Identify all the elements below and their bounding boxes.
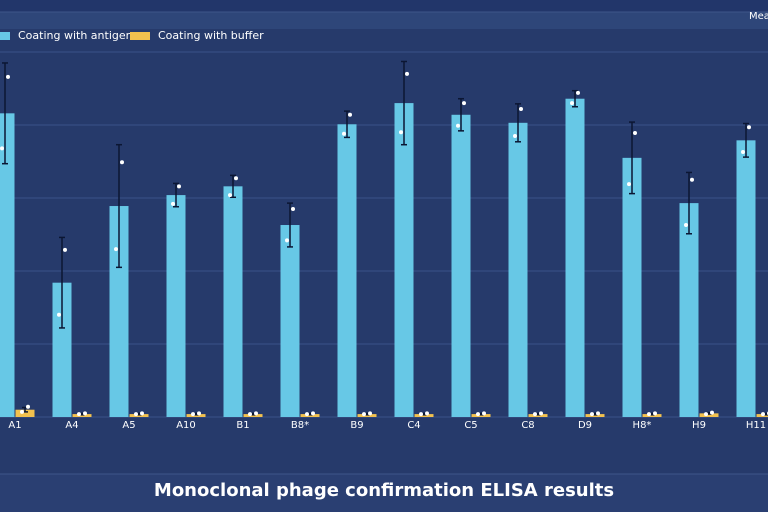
x-tick-label: H8* bbox=[633, 420, 652, 431]
bar bbox=[394, 103, 414, 417]
replicate-dot bbox=[704, 412, 708, 417]
replicate-dot bbox=[77, 412, 81, 417]
replicate-dot bbox=[539, 411, 543, 416]
replicate-dot bbox=[761, 412, 765, 417]
bar bbox=[699, 413, 719, 417]
replicate-dot bbox=[741, 150, 745, 155]
replicate-dot bbox=[419, 412, 423, 417]
x-tick-label: H11 bbox=[746, 420, 766, 431]
legend-swatch bbox=[130, 32, 150, 40]
replicate-dot bbox=[254, 411, 258, 416]
x-tick-label: C4 bbox=[407, 420, 420, 431]
replicate-dot bbox=[405, 71, 409, 76]
replicate-dot bbox=[57, 312, 61, 317]
x-tick-label: A1 bbox=[8, 420, 21, 431]
replicate-dot bbox=[513, 133, 517, 138]
replicate-dot bbox=[197, 411, 201, 416]
replicate-dot bbox=[399, 130, 403, 135]
toolbar-band bbox=[0, 12, 768, 29]
x-tick-label: C5 bbox=[464, 420, 477, 431]
replicate-dot bbox=[348, 112, 352, 117]
bar bbox=[52, 282, 72, 417]
replicate-dot bbox=[519, 106, 523, 111]
replicate-dot bbox=[456, 123, 460, 128]
bar bbox=[679, 203, 699, 417]
replicate-dot bbox=[747, 125, 751, 130]
bar bbox=[166, 195, 186, 417]
replicate-dot bbox=[0, 146, 4, 151]
replicate-dot bbox=[362, 412, 366, 417]
x-tick-label: H9 bbox=[692, 420, 706, 431]
replicate-dot bbox=[228, 193, 232, 198]
replicate-dot bbox=[653, 411, 657, 416]
replicate-dot bbox=[627, 182, 631, 187]
replicate-dot bbox=[26, 404, 30, 409]
replicate-dot bbox=[596, 411, 600, 416]
replicate-dot bbox=[6, 74, 10, 79]
replicate-dot bbox=[690, 177, 694, 182]
top-band bbox=[0, 0, 768, 12]
x-tick-label: A5 bbox=[122, 420, 135, 431]
replicate-dot bbox=[590, 412, 594, 417]
replicate-dot bbox=[570, 101, 574, 106]
legend-label: Coating with buffer bbox=[158, 29, 264, 42]
legend-label: Coating with antigen bbox=[18, 29, 133, 42]
bar bbox=[337, 124, 357, 418]
x-tick-label: C8 bbox=[521, 420, 534, 431]
x-tick-label: A4 bbox=[65, 420, 78, 431]
bar bbox=[280, 225, 300, 417]
replicate-dot bbox=[305, 412, 309, 417]
replicate-dot bbox=[647, 412, 651, 417]
x-tick-label: B9 bbox=[350, 420, 363, 431]
replicate-dot bbox=[191, 412, 195, 417]
replicate-dot bbox=[285, 238, 289, 243]
chart-title: Monoclonal phage confirmation ELISA resu… bbox=[154, 480, 614, 501]
replicate-dot bbox=[291, 206, 295, 211]
replicate-dot bbox=[120, 160, 124, 165]
replicate-dot bbox=[311, 411, 315, 416]
bar bbox=[565, 98, 585, 417]
bar bbox=[451, 114, 471, 417]
x-tick-label: D9 bbox=[578, 420, 592, 431]
legend: Coating with antigen Coating with buffer bbox=[0, 29, 264, 42]
replicate-dot bbox=[476, 412, 480, 417]
bar bbox=[622, 157, 642, 417]
replicate-dot bbox=[134, 412, 138, 417]
replicate-dot bbox=[140, 411, 144, 416]
replicate-dot bbox=[20, 409, 24, 414]
replicate-dot bbox=[234, 176, 238, 181]
replicate-dot bbox=[83, 411, 87, 416]
replicate-dot bbox=[684, 223, 688, 228]
bar bbox=[0, 113, 15, 417]
note: Mea bbox=[749, 11, 768, 22]
x-tick-label: A10 bbox=[176, 420, 196, 431]
replicate-dot bbox=[710, 410, 714, 415]
replicate-dot bbox=[171, 201, 175, 206]
bar bbox=[736, 140, 756, 417]
bar bbox=[15, 409, 35, 417]
replicate-dot bbox=[114, 247, 118, 252]
replicate-dot bbox=[368, 411, 372, 416]
replicate-dot bbox=[462, 101, 466, 106]
x-tick-label: B1 bbox=[236, 420, 249, 431]
replicate-dot bbox=[63, 247, 67, 252]
x-tick-label: B8* bbox=[291, 420, 309, 431]
replicate-dot bbox=[533, 412, 537, 417]
bar bbox=[508, 122, 528, 417]
bar bbox=[109, 206, 129, 417]
replicate-dot bbox=[633, 131, 637, 136]
title-band bbox=[0, 474, 768, 512]
replicate-dot bbox=[177, 184, 181, 189]
replicate-dot bbox=[248, 412, 252, 417]
replicate-dot bbox=[425, 411, 429, 416]
legend-swatch bbox=[0, 32, 10, 40]
replicate-dot bbox=[342, 131, 346, 136]
replicate-dot bbox=[482, 411, 486, 416]
bar bbox=[223, 186, 243, 417]
replicate-dot bbox=[576, 90, 580, 95]
